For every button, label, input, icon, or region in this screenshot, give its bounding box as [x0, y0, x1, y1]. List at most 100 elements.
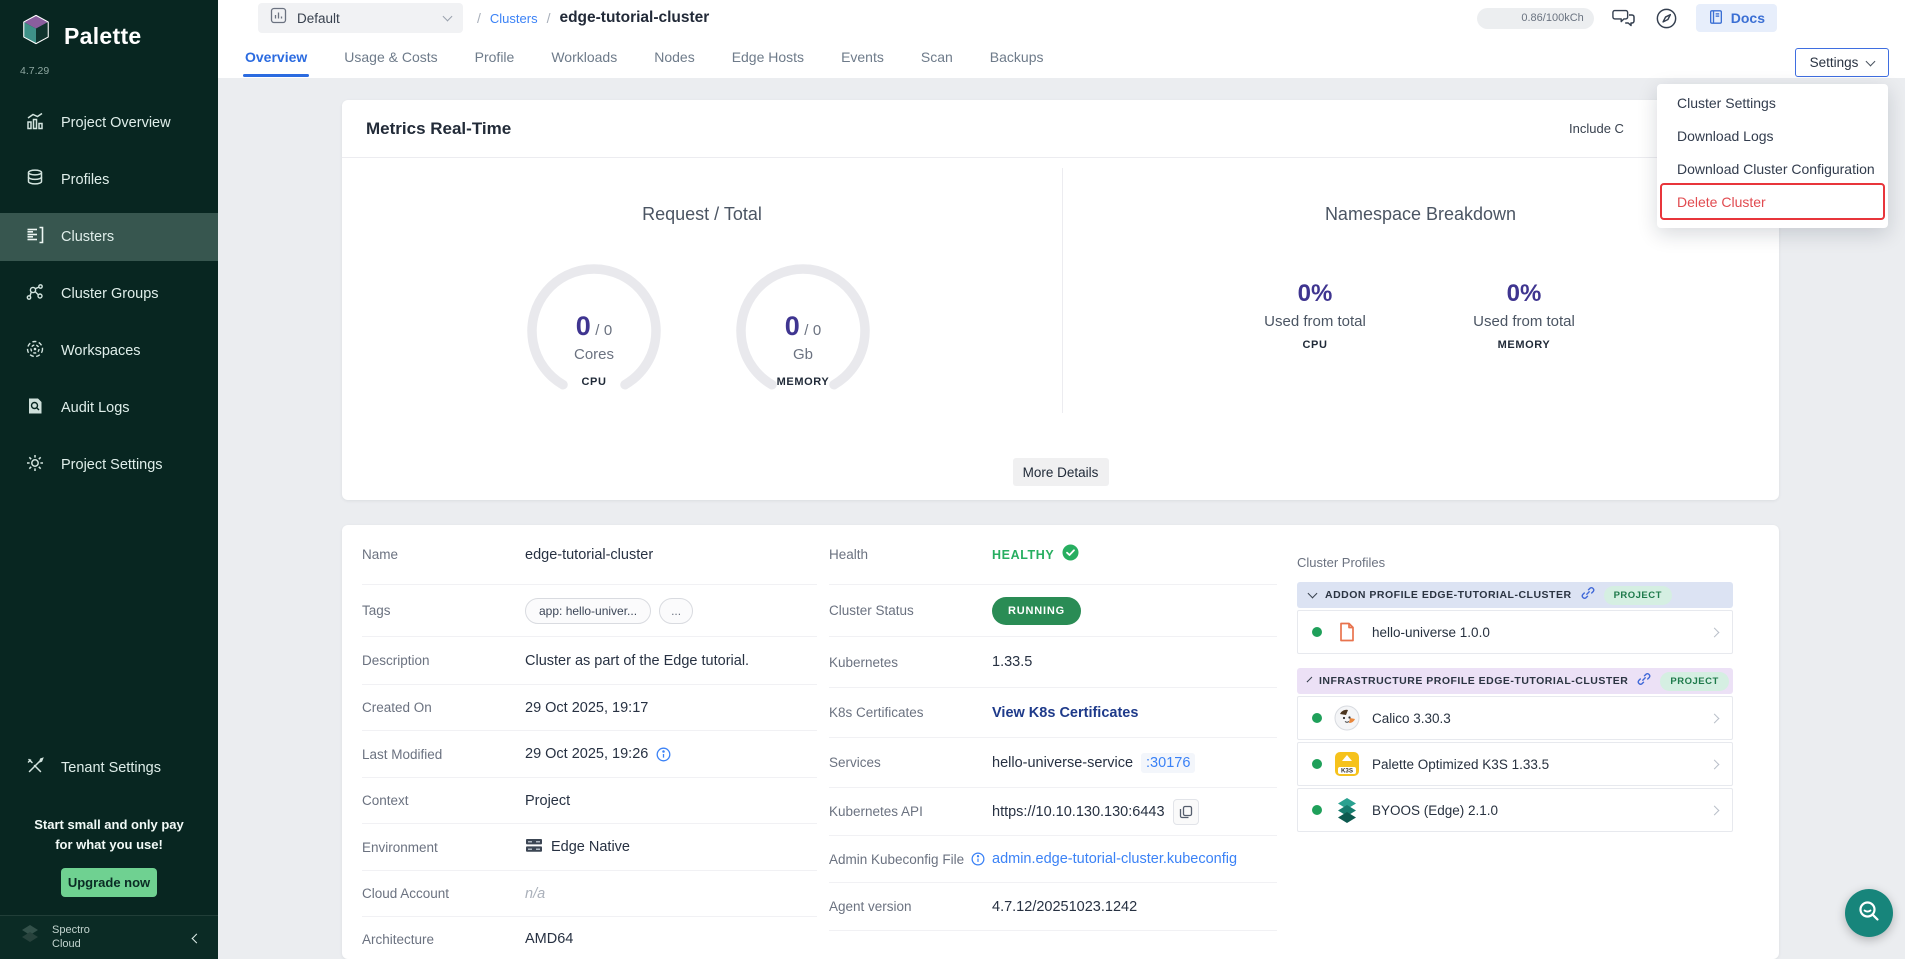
- field-label: K8s Certificates: [829, 705, 924, 720]
- docs-button[interactable]: Docs: [1695, 4, 1777, 32]
- sidebar-item-tenant-settings[interactable]: Tenant Settings: [0, 744, 218, 792]
- whats-new-compass-icon[interactable]: [1654, 6, 1679, 31]
- sidebar-item-project-settings[interactable]: Project Settings: [0, 441, 218, 489]
- field-label: Environment: [362, 839, 438, 855]
- more-details-button[interactable]: More Details: [1012, 458, 1109, 486]
- sidebar-item-audit-logs[interactable]: Audit Logs: [0, 384, 218, 432]
- tab-profile[interactable]: Profile: [474, 49, 515, 65]
- settings-button[interactable]: Settings: [1795, 48, 1889, 77]
- kubernetes-api-url: https://10.10.130.130:6443: [992, 803, 1165, 820]
- namespace-memory-percent: 0%: [1506, 280, 1542, 307]
- include-control-plane-label[interactable]: Include C: [1569, 121, 1624, 136]
- help-search-fab[interactable]: [1845, 889, 1893, 937]
- footer-brand-top: Spectro: [52, 924, 90, 937]
- server-list-icon: [25, 225, 45, 249]
- memory-gauge: 0 / 0 Gb MEMORY: [728, 256, 878, 416]
- edge-native-server-icon: [525, 838, 543, 857]
- brand-name: Palette: [64, 23, 142, 49]
- info-icon[interactable]: [656, 747, 671, 762]
- detail-row-cluster-status: Cluster Status RUNNING: [829, 585, 1277, 637]
- project-selector-value: Default: [297, 10, 340, 26]
- sidebar-item-profiles[interactable]: Profiles: [0, 156, 218, 204]
- footer-brand: Spectro Cloud: [52, 924, 90, 950]
- sidebar-item-clusters[interactable]: Clusters: [0, 213, 218, 261]
- breadcrumb-separator: /: [477, 10, 481, 26]
- addon-profile-header[interactable]: ADDON PROFILE EDGE-TUTORIAL-CLUSTER PROJ…: [1297, 582, 1733, 608]
- detail-row-description: Description Cluster as part of the Edge …: [362, 637, 817, 685]
- settings-button-label: Settings: [1809, 55, 1859, 70]
- profile-pack-row-calico[interactable]: Calico 3.30.3: [1297, 696, 1733, 740]
- byoos-logo-icon: [1334, 797, 1360, 823]
- link-icon[interactable]: [1581, 586, 1595, 605]
- project-selector[interactable]: Default: [258, 3, 463, 33]
- menu-item-download-logs[interactable]: Download Logs: [1677, 127, 1774, 144]
- tag-more-chip[interactable]: ...: [659, 597, 694, 624]
- field-label: Admin Kubeconfig File: [829, 851, 965, 867]
- upgrade-now-button[interactable]: Upgrade now: [61, 868, 157, 897]
- metrics-realtime-card: Metrics Real-Time Include C Request / To…: [342, 100, 1779, 500]
- pack-status-dot: [1312, 805, 1322, 815]
- tab-overview[interactable]: Overview: [242, 49, 310, 77]
- detail-row-k8s-certificates: K8s Certificates View K8s Certificates: [829, 688, 1277, 738]
- sidebar-collapse-button[interactable]: [191, 929, 202, 947]
- tab-workloads[interactable]: Workloads: [551, 49, 618, 65]
- service-port-link[interactable]: :30176: [1141, 752, 1196, 773]
- tab-scan[interactable]: Scan: [920, 49, 953, 65]
- sidebar-item-project-overview[interactable]: Project Overview: [0, 99, 218, 147]
- menu-item-download-cluster-configuration[interactable]: Download Cluster Configuration: [1677, 160, 1875, 177]
- cpu-gauge-label: CPU: [581, 376, 607, 388]
- metrics-title: Metrics Real-Time: [366, 118, 512, 138]
- field-label: Cluster Status: [829, 603, 914, 618]
- details-middle-column: Health HEALTHY Cluster Status RUNNING: [829, 525, 1277, 931]
- usage-meter[interactable]: 0.86/100kCh: [1476, 7, 1594, 29]
- chat-icon[interactable]: [1611, 6, 1637, 31]
- kubeconfig-download-link[interactable]: admin.edge-tutorial-cluster.kubeconfig: [992, 851, 1238, 867]
- help-search-icon: [1856, 899, 1882, 928]
- cpu-total: 0: [603, 322, 613, 339]
- app-version: 4.7.29: [20, 65, 50, 77]
- chevron-right-icon: [1709, 627, 1720, 637]
- cluster-profiles-panel: Cluster Profiles ADDON PROFILE EDGE-TUTO…: [1297, 525, 1733, 832]
- field-label: Architecture: [362, 931, 435, 947]
- tab-nodes[interactable]: Nodes: [654, 49, 695, 65]
- tab-usage-costs[interactable]: Usage & Costs: [344, 49, 438, 65]
- menu-item-delete-cluster[interactable]: Delete Cluster: [1677, 193, 1766, 210]
- view-k8s-certificates-link[interactable]: View K8s Certificates: [992, 704, 1139, 721]
- detail-row-context: Context Project: [362, 778, 817, 824]
- running-status-badge: RUNNING: [992, 596, 1081, 625]
- menu-item-cluster-settings[interactable]: Cluster Settings: [1677, 94, 1776, 111]
- chevron-down-icon: [442, 11, 453, 22]
- field-value: 1.33.5: [992, 654, 1033, 670]
- sidebar-item-label: Tenant Settings: [61, 759, 161, 776]
- chevron-right-icon: [1709, 713, 1720, 723]
- pack-name: hello-universe 1.0.0: [1372, 624, 1490, 640]
- link-icon[interactable]: [1637, 672, 1651, 691]
- tab-backups[interactable]: Backups: [989, 49, 1044, 65]
- profile-pack-row-hello-universe[interactable]: hello-universe 1.0.0: [1297, 610, 1733, 654]
- profile-pack-row-k3s[interactable]: K3S Palette Optimized K3S 1.33.5: [1297, 742, 1733, 786]
- pack-status-dot: [1312, 759, 1322, 769]
- detail-row-agent-version: Agent version 4.7.12/20251023.1242: [829, 883, 1277, 931]
- cluster-details-card: Name edge-tutorial-cluster Tags app: hel…: [342, 525, 1779, 959]
- breadcrumb-link-clusters[interactable]: Clusters: [489, 10, 538, 26]
- field-value: Edge Native: [551, 839, 630, 855]
- field-value: 29 Oct 2025, 19:17: [525, 699, 649, 716]
- sidebar-item-cluster-groups[interactable]: Cluster Groups: [0, 270, 218, 318]
- tab-edge-hosts[interactable]: Edge Hosts: [731, 49, 805, 65]
- copy-button[interactable]: [1172, 798, 1199, 825]
- gauge-separator: /: [595, 322, 600, 339]
- field-value: 29 Oct 2025, 19:26: [525, 746, 649, 762]
- tab-events[interactable]: Events: [841, 49, 884, 65]
- field-label: Kubernetes API: [829, 804, 923, 819]
- spectro-cloud-logo-icon: [18, 923, 42, 952]
- field-label: Tags: [362, 603, 391, 618]
- field-label: Last Modified: [362, 746, 443, 762]
- info-icon[interactable]: [971, 852, 985, 866]
- infrastructure-profile-header[interactable]: INFRASTRUCTURE PROFILE EDGE-TUTORIAL-CLU…: [1297, 668, 1733, 694]
- tag-chip[interactable]: app: hello-univer...: [525, 597, 652, 624]
- sidebar-item-workspaces[interactable]: Workspaces: [0, 327, 218, 375]
- chevron-down-icon: [1307, 588, 1318, 599]
- profile-pack-row-byoos[interactable]: BYOOS (Edge) 2.1.0: [1297, 788, 1733, 832]
- k3s-logo-icon: K3S: [1334, 751, 1360, 777]
